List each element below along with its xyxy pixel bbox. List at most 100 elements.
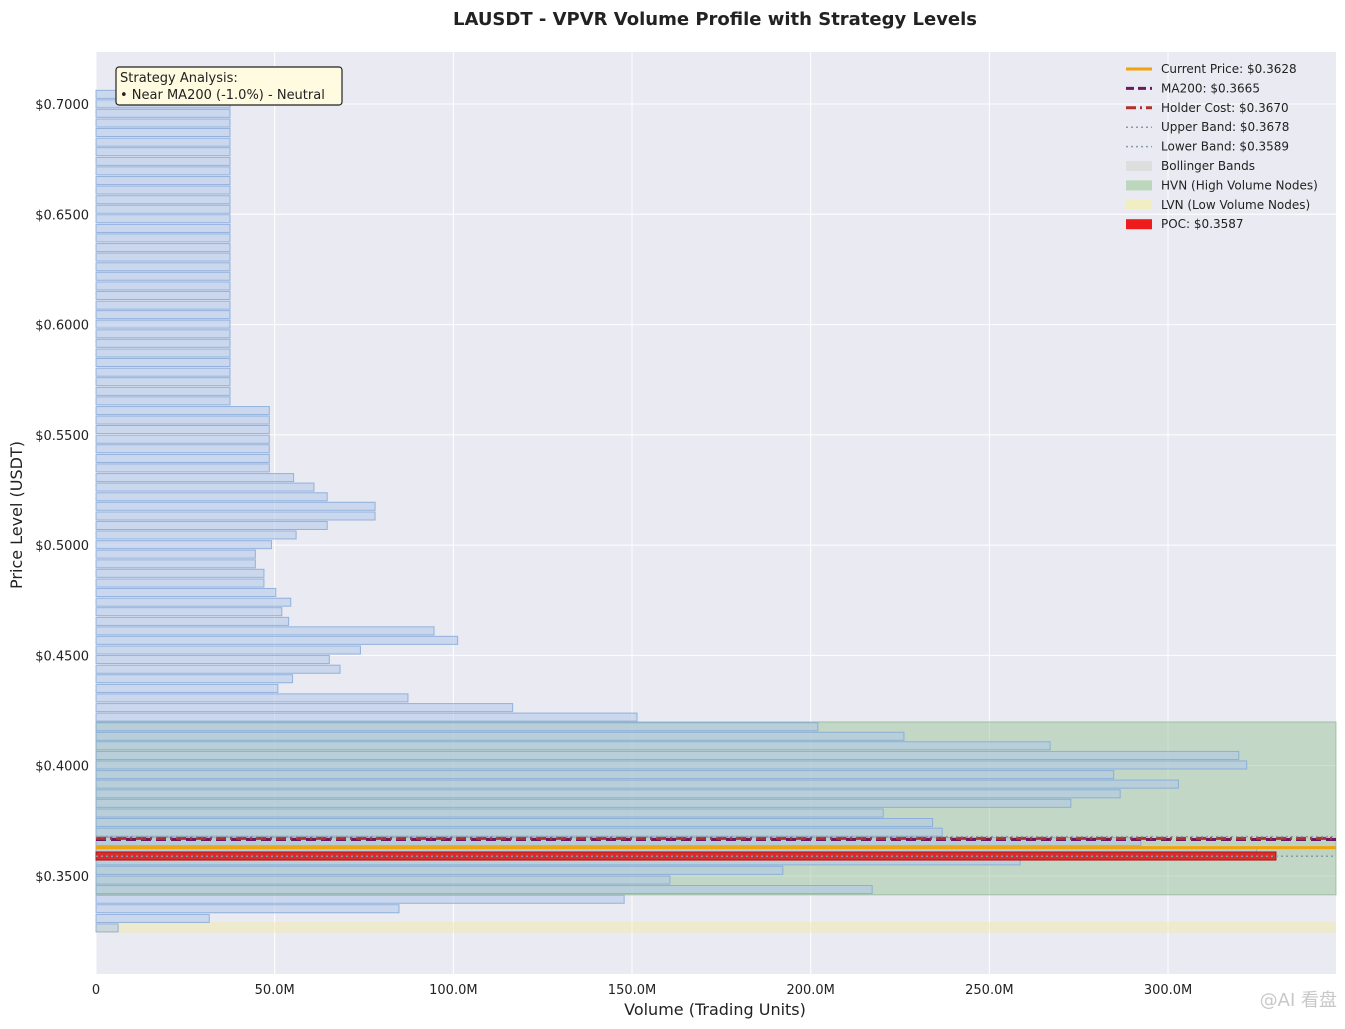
y-tick-label-0: $0.7000 [35, 98, 89, 113]
x-tick-label-0: 0 [92, 983, 100, 998]
volume-bar-72 [95, 779, 1179, 789]
volume-bar-62 [95, 683, 279, 693]
strategy-annotation-box: Strategy Analysis: • Near MA200 (-1.0%) … [115, 66, 343, 106]
volume-bar-67 [95, 731, 905, 741]
volume-bar-70 [95, 760, 1248, 770]
volume-bar-86 [95, 913, 210, 923]
volume-bar-54 [95, 607, 283, 617]
volume-bar-84 [95, 894, 625, 904]
legend: Current Price: $0.3628 MA200: $0.3665 Hold… [1126, 62, 1318, 231]
legend-label-7: LVN (Low Volume Nodes) [1161, 198, 1310, 212]
volume-bar-68 [95, 741, 1051, 751]
volume-bar-44 [95, 511, 376, 521]
volume-bar-75 [95, 808, 884, 818]
annotation-box-frame [115, 66, 343, 106]
volume-bar-53 [95, 597, 292, 607]
volume-bar-15 [95, 233, 231, 243]
annotation-line-heading: Strategy Analysis: [120, 71, 238, 86]
x-tick-label-4: 200.0M [786, 983, 834, 998]
volume-bar-51 [95, 578, 265, 588]
volume-bar-14 [95, 223, 231, 233]
volume-bar-3 [95, 118, 231, 128]
volume-bar-20 [95, 281, 231, 291]
volume-bar-41 [95, 482, 315, 492]
volume-bar-19 [95, 271, 231, 281]
legend-label-2: Holder Cost: $0.3670 [1161, 101, 1289, 115]
volume-bar-64 [95, 703, 514, 713]
volume-bar-58 [95, 645, 361, 655]
zone-2 [96, 921, 1336, 933]
legend-swatch-7 [1126, 199, 1152, 210]
volume-bar-52 [95, 587, 277, 598]
volume-bar-34 [95, 415, 270, 425]
volume-bar-49 [95, 559, 256, 569]
volume-bar-56 [95, 626, 435, 636]
volume-bar-83 [95, 885, 873, 895]
legend-label-1: MA200: $0.3665 [1161, 81, 1260, 95]
volume-bar-32 [95, 396, 231, 406]
volume-bar-29 [95, 367, 231, 377]
volume-bar-57 [95, 635, 459, 645]
volume-bar-11 [95, 195, 231, 205]
volume-bar-42 [95, 492, 328, 502]
volume-bar-69 [95, 750, 1240, 760]
volume-bar-26 [95, 338, 231, 348]
volume-bar-2 [95, 108, 231, 118]
volume-bar-40 [95, 473, 295, 483]
volume-bar-63 [95, 693, 409, 703]
volume-bar-33 [95, 406, 270, 416]
legend-label-0: Current Price: $0.3628 [1161, 62, 1297, 76]
volume-bar-10 [95, 185, 231, 195]
volume-bar-66 [95, 722, 819, 732]
volume-bar-36 [95, 434, 270, 444]
volume-bars [95, 89, 1277, 933]
legend-label-6: HVN (High Volume Nodes) [1161, 178, 1318, 192]
volume-bar-35 [95, 425, 270, 435]
volume-bar-55 [95, 616, 290, 626]
strategy-level-lines [96, 835, 1336, 857]
volume-bar-27 [95, 348, 231, 358]
volume-bar-18 [95, 262, 231, 272]
volume-bar-61 [95, 674, 294, 684]
y-tick-label-4: $0.5000 [35, 539, 89, 554]
volume-bar-7 [95, 156, 231, 166]
volume-bar-71 [95, 770, 1115, 780]
volume-bar-48 [95, 549, 256, 559]
chart-title: LAUSDT - VPVR Volume Profile with Strate… [453, 9, 977, 30]
volume-bar-47 [95, 540, 272, 550]
volume-bar-4 [95, 127, 231, 138]
x-tick-label-6: 300.0M [1144, 983, 1192, 998]
legend-swatch-8 [1126, 219, 1152, 230]
x-tick-label-5: 250.0M [965, 983, 1013, 998]
volume-bar-28 [95, 357, 231, 368]
y-axis-ticks: $0.7000 $0.6500 $0.6000 $0.5500 $0.5000 $0.45… [35, 98, 89, 885]
volume-bar-13 [95, 214, 231, 224]
volume-bar-17 [95, 252, 231, 262]
legend-label-4: Lower Band: $0.3589 [1161, 140, 1289, 154]
y-axis-label: Price Level (USDT) [7, 441, 26, 589]
volume-bar-59 [95, 655, 330, 665]
volume-bar-5 [95, 137, 231, 147]
watermark-text: @AI 看盘 [1260, 990, 1337, 1011]
volume-bar-25 [95, 329, 231, 339]
volume-bar-65 [95, 712, 638, 722]
x-axis-label: Volume (Trading Units) [624, 1000, 806, 1019]
volume-bar-87 [95, 923, 119, 933]
volume-bar-77 [95, 827, 943, 837]
volume-bar-60 [95, 664, 341, 674]
volume-bar-21 [95, 290, 231, 300]
volume-bar-38 [95, 453, 270, 463]
y-tick-label-2: $0.6000 [35, 319, 89, 334]
x-tick-label-3: 150.0M [608, 983, 656, 998]
volume-bar-85 [95, 904, 400, 914]
volume-bar-12 [95, 204, 231, 214]
y-tick-label-3: $0.5500 [35, 429, 89, 444]
volume-bar-81 [95, 865, 784, 875]
volume-bar-22 [95, 300, 231, 310]
volume-bar-76 [95, 817, 934, 828]
x-tick-label-2: 100.0M [429, 983, 477, 998]
volume-bar-74 [95, 798, 1072, 808]
volume-bar-23 [95, 310, 231, 320]
volume-bar-50 [95, 568, 265, 578]
